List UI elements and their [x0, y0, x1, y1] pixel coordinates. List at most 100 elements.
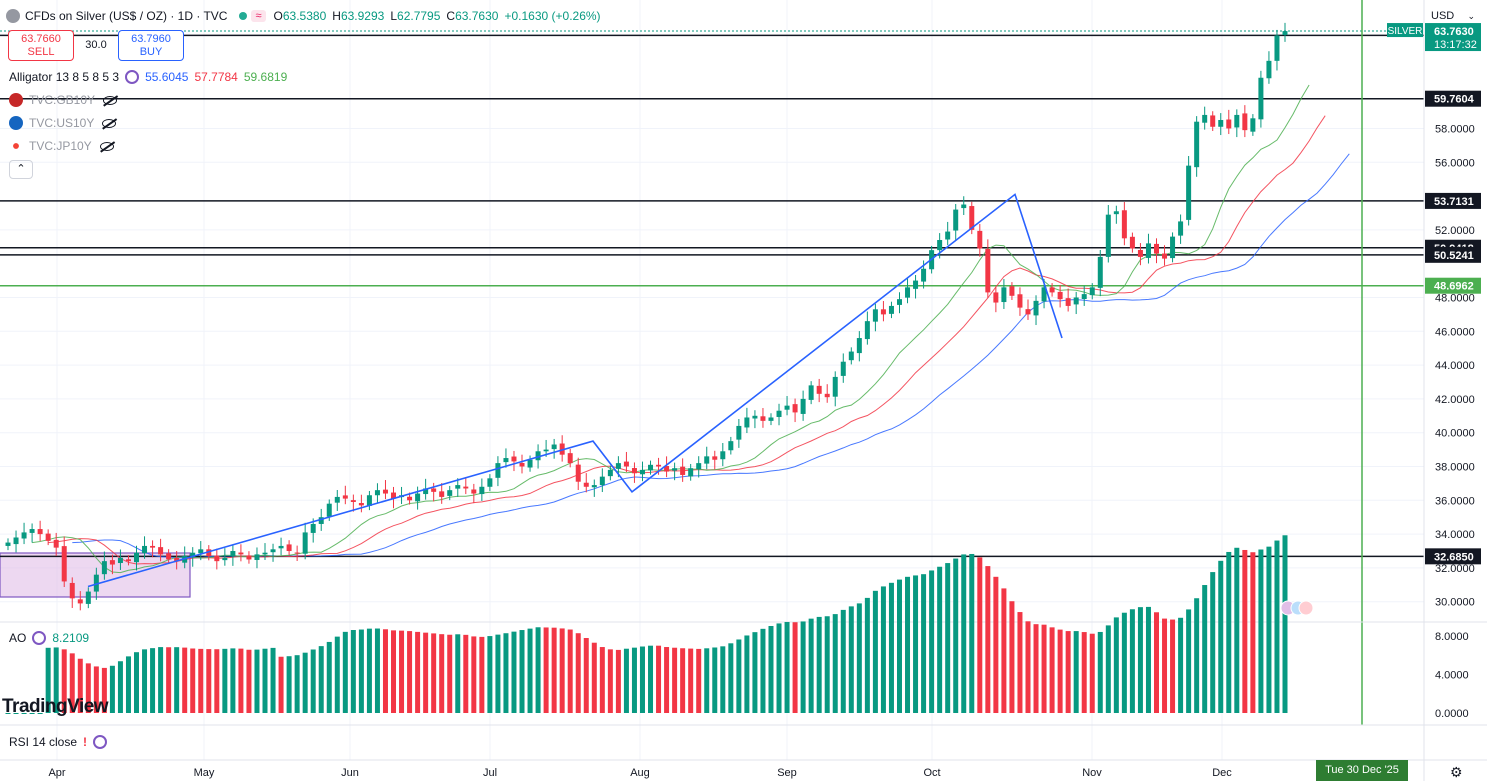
currency-select[interactable]: USD ⌄: [1427, 6, 1479, 26]
candle-body: [816, 385, 822, 394]
candle-body: [720, 451, 726, 460]
ao-bar: [1178, 617, 1184, 713]
ao-bar: [230, 648, 236, 713]
candle-body: [607, 469, 613, 477]
sell-button[interactable]: 63.7660 SELL: [8, 30, 74, 61]
ao-bar: [1186, 609, 1192, 713]
candle-body: [1234, 114, 1240, 128]
tradingview-logo[interactable]: TradingView: [2, 696, 109, 717]
us-flag-icon: [9, 116, 23, 130]
price-tick-label: 56.0000: [1435, 157, 1475, 169]
candle-body: [1001, 287, 1007, 303]
ao-bar: [125, 656, 131, 713]
ao-bar: [1009, 601, 1015, 713]
ao-bar: [1202, 585, 1208, 713]
ao-bar: [680, 648, 686, 713]
ao-bar: [222, 648, 228, 713]
candle-body: [479, 486, 485, 495]
refresh-icon[interactable]: [125, 70, 140, 84]
candle-body: [993, 292, 999, 303]
candle-body: [1025, 309, 1031, 315]
refresh-icon[interactable]: [93, 735, 108, 749]
candle-body: [5, 542, 11, 546]
ao-bar: [929, 570, 935, 713]
ao-bar: [559, 628, 565, 713]
ao-bar: [174, 647, 180, 713]
ao-bar: [631, 647, 637, 713]
time-tick-label: Sep: [777, 767, 797, 779]
ao-bar: [1121, 612, 1127, 713]
buy-button[interactable]: 63.7960 BUY: [118, 30, 184, 61]
level-label-bg: [1425, 246, 1481, 263]
refresh-icon[interactable]: [32, 631, 47, 645]
candle-body: [752, 415, 758, 419]
alligator-teeth-line: [48, 115, 1326, 565]
candle-body: [896, 299, 902, 305]
alligator-legend[interactable]: Alligator 13 8 5 8 5 3 55.6045 57.7784 5…: [9, 70, 287, 84]
ao-bar: [206, 649, 212, 713]
candle-body: [800, 398, 806, 414]
candle-body: [1178, 221, 1184, 236]
compare-gb10y[interactable]: TVC:GB10Y: [9, 93, 118, 107]
candle-body: [599, 476, 605, 486]
candle-body: [61, 546, 67, 582]
ao-bar: [254, 649, 260, 713]
event-icons[interactable]: [1280, 600, 1314, 616]
candle-body: [342, 495, 348, 499]
ao-bar: [639, 646, 645, 713]
ao-bar: [1218, 560, 1224, 713]
gear-icon[interactable]: ⚙: [1450, 764, 1463, 780]
price-tick-label: 36.0000: [1435, 495, 1475, 507]
trend-drawings[interactable]: [87, 0, 1363, 725]
symbol-title[interactable]: CFDs on Silver (US$ / OZ) · 1D · TVC: [25, 9, 228, 23]
collapse-legend-button[interactable]: ⌃: [9, 160, 33, 179]
candle-body: [374, 490, 380, 496]
ao-bar: [905, 576, 911, 713]
indicator-eq-icon[interactable]: ≈: [251, 10, 266, 22]
candle-body: [1170, 236, 1176, 259]
rsi-legend[interactable]: RSI 14 close !: [9, 735, 108, 749]
candle-body: [134, 552, 140, 563]
compare-jp10y[interactable]: TVC:JP10Y: [9, 139, 114, 153]
eye-hidden-icon[interactable]: [103, 95, 118, 105]
ao-bar: [93, 666, 99, 713]
warning-icon[interactable]: !: [83, 735, 88, 749]
candle-body: [591, 485, 597, 488]
candle-body: [696, 463, 702, 470]
ao-bar: [455, 634, 461, 713]
ao-bar: [214, 649, 220, 713]
alligator-lips-value: 59.6819: [243, 70, 288, 84]
compare-us10y[interactable]: TVC:US10Y: [9, 116, 117, 130]
candle-body: [294, 552, 300, 554]
candlesticks[interactable]: [5, 22, 1288, 611]
candle-body: [848, 351, 854, 361]
candle-body: [961, 204, 967, 209]
ao-bar: [182, 647, 188, 713]
price-tick-label: 58.0000: [1435, 123, 1475, 135]
candle-body: [784, 405, 790, 410]
eye-hidden-icon[interactable]: [99, 141, 114, 151]
ao-bar: [21, 713, 27, 714]
candle-body: [13, 537, 19, 545]
eye-hidden-icon[interactable]: [102, 118, 117, 128]
ao-legend[interactable]: AO 8.2109: [9, 631, 89, 645]
candle-body: [198, 549, 204, 554]
ao-bar: [1145, 606, 1151, 713]
ao-bar: [704, 648, 710, 713]
price-tick-label: 30.0000: [1435, 597, 1475, 609]
candle-body: [728, 441, 734, 451]
ao-bar: [374, 628, 380, 713]
candle-body: [334, 496, 340, 503]
ao-bar: [1282, 535, 1288, 713]
candle-body: [1250, 118, 1256, 132]
ao-bar: [1041, 624, 1047, 713]
level-label: 59.7604: [1434, 94, 1475, 106]
candle-body: [776, 410, 782, 417]
ao-bar: [599, 647, 605, 713]
close-value: 63.7630: [455, 9, 499, 23]
ao-bar: [61, 649, 67, 713]
ao-bar: [953, 558, 959, 713]
ao-bar: [1105, 625, 1111, 713]
time-tick-label: Oct: [923, 767, 940, 779]
